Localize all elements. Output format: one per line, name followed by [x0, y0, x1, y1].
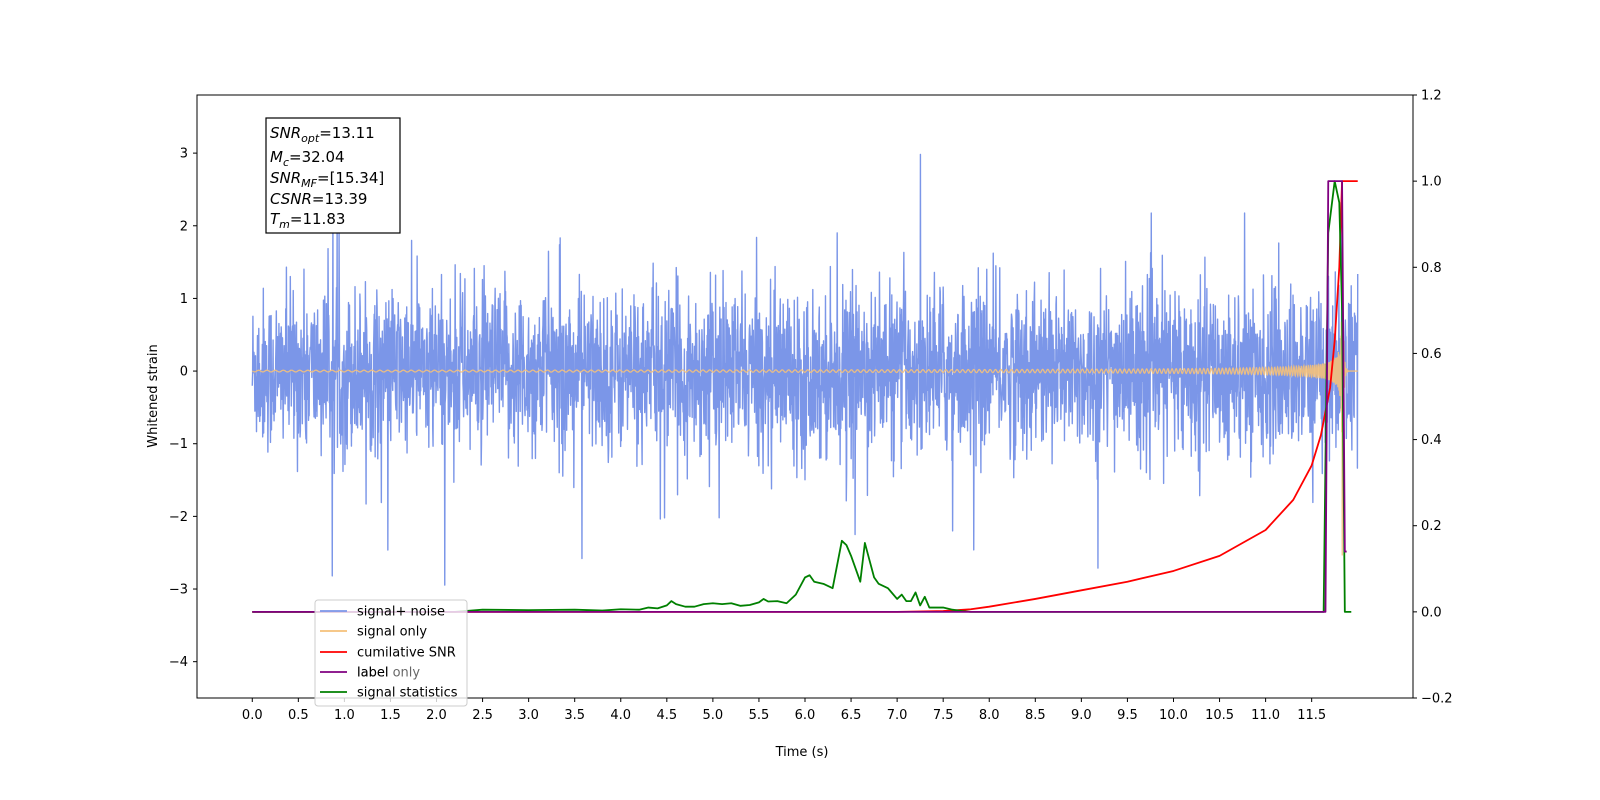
- x-tick-label: 8.5: [1025, 708, 1046, 723]
- legend-label-faded: label only: [357, 666, 420, 681]
- x-axis-label: Time (s): [775, 745, 829, 760]
- x-tick-label: 6.5: [841, 708, 862, 723]
- x-tick-label: 6.0: [795, 708, 816, 723]
- legend-label: label: [357, 666, 388, 681]
- tick-labels: 0.0 0.5 1.0 1.5 2.0 2.5 3.0 3.5 4.0 4.5 5.0 5.5 6.0 6…: [169, 89, 1453, 724]
- y-left-tick-label: −2: [169, 510, 188, 525]
- y-left-tick-label: −3: [169, 583, 188, 598]
- series-line-label: [252, 180, 1347, 613]
- x-tick-label: 3.0: [518, 708, 539, 723]
- x-tick-label: 9.5: [1117, 708, 1138, 723]
- y-axis-label: Whitened strain: [146, 344, 161, 447]
- x-tick-label: 10.0: [1159, 708, 1188, 723]
- x-tick-label: 1.5: [380, 708, 401, 723]
- x-tick-label: 5.5: [749, 708, 770, 723]
- legend-frame: [314, 599, 468, 707]
- y-left-tick-label: 3: [180, 147, 188, 162]
- annotation-line: CSNR=13.39: [270, 190, 367, 208]
- x-tick-label: 0.5: [288, 708, 309, 723]
- x-tick-label: 10.5: [1205, 708, 1234, 723]
- series-line-signal-only: [251, 269, 1358, 556]
- y-right-tick-label: −0.2: [1421, 692, 1453, 707]
- y-right-tick-label: 1.0: [1421, 175, 1442, 190]
- x-tick-label: 1.0: [334, 708, 355, 723]
- annotation-line: SNRopt=13.11: [270, 124, 375, 145]
- x-tick-label: 8.0: [979, 708, 1000, 723]
- x-tick-label: 9.0: [1071, 708, 1092, 723]
- y-right-tick-label: 0.4: [1421, 433, 1442, 448]
- annotation-line: Mc=32.04: [270, 148, 345, 169]
- series-line-signal-statistics: [252, 180, 1352, 613]
- y-right-tick-label: 0.6: [1421, 347, 1442, 362]
- x-tick-label: 3.5: [564, 708, 585, 723]
- legend-label: signal statistics: [357, 686, 458, 701]
- y-left-tick-label: 0: [180, 365, 188, 380]
- legend: signal+ noise signal only cumilative SNR la…: [314, 599, 468, 707]
- x-tick-label: 11.5: [1297, 708, 1326, 723]
- x-tick-label: 5.0: [703, 708, 724, 723]
- y-left-tick-label: −4: [169, 655, 188, 670]
- x-tick-label: 4.0: [610, 708, 631, 723]
- x-tick-label: 7.0: [887, 708, 908, 723]
- x-tick-label: 2.5: [472, 708, 493, 723]
- x-tick-label: 7.5: [933, 708, 954, 723]
- series-line-signal-noise: [251, 153, 1359, 586]
- series-line-cumulative-snr: [252, 180, 1358, 613]
- y-left-tick-label: −1: [169, 437, 188, 452]
- series-layer: [251, 153, 1359, 613]
- legend-label: signal+ noise: [357, 605, 445, 620]
- legend-label: cumilative SNR: [357, 646, 456, 661]
- x-tick-label: 4.5: [656, 708, 677, 723]
- annotation-frame: [265, 117, 401, 234]
- annotation-line: Tm=11.83: [270, 210, 345, 231]
- x-tick-label: 2.0: [426, 708, 447, 723]
- x-tick-label: 11.0: [1251, 708, 1280, 723]
- x-tick-label: 0.0: [242, 708, 263, 723]
- y-left-tick-label: 2: [180, 219, 188, 234]
- y-right-tick-label: 1.2: [1421, 89, 1442, 104]
- y-right-tick-label: 0.0: [1421, 605, 1442, 620]
- y-left-tick-label: 1: [180, 292, 188, 307]
- y-right-tick-label: 0.2: [1421, 519, 1442, 534]
- annotation-box: SNRopt=13.11 Mc=32.04SNRMF=[15.34]CSNR=13…: [265, 117, 401, 234]
- annotation-line: SNRMF=[15.34]: [270, 169, 384, 190]
- legend-label: signal only: [357, 625, 427, 640]
- y-right-tick-label: 0.8: [1421, 261, 1442, 276]
